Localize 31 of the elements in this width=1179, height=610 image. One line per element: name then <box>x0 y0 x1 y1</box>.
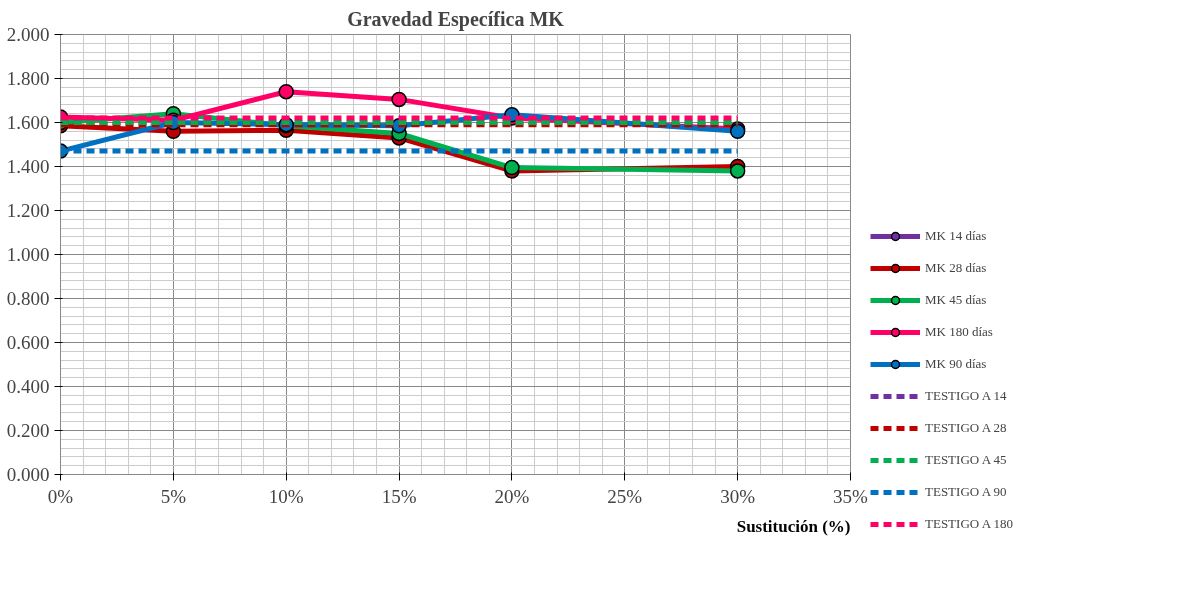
legend-label: MK 28 días <box>925 260 987 276</box>
x-axis-title: Sustitución (%) <box>736 516 851 536</box>
y-tick-label: 0.200 <box>6 420 50 441</box>
y-tick-label: 1.000 <box>6 244 50 265</box>
x-tick-label: 20% <box>494 485 530 507</box>
y-tick-label: 1.400 <box>6 156 50 177</box>
y-tick-label: 1.600 <box>6 112 50 133</box>
x-tick-label: 10% <box>268 485 304 507</box>
legend-label: MK 14 días <box>925 228 987 244</box>
legend-label: MK 90 días <box>925 356 987 372</box>
y-tick-label: 2.000 <box>6 24 50 45</box>
legend-label: MK 180 días <box>925 324 993 340</box>
legend-label: TESTIGO A 180 <box>925 516 1014 532</box>
x-tick-label: 25% <box>607 485 643 507</box>
y-tick-label: 0.000 <box>6 464 50 485</box>
y-tick-label: 0.400 <box>6 376 50 397</box>
legend-label: TESTIGO A 90 <box>925 484 1007 500</box>
y-tick-label: 1.800 <box>6 68 50 89</box>
x-tick-label: 5% <box>160 485 187 507</box>
y-tick-label: 0.800 <box>6 288 50 309</box>
x-tick-label: 0% <box>47 485 74 507</box>
y-tick-label: 1.200 <box>6 200 50 221</box>
legend-label: TESTIGO A 45 <box>925 452 1007 468</box>
legend-label: MK 45 días <box>925 292 987 308</box>
legend-label: TESTIGO A 28 <box>925 420 1007 436</box>
chart-title: Gravedad Específica MK <box>347 7 565 31</box>
x-tick-label: 30% <box>720 485 756 507</box>
x-tick-label: 15% <box>381 485 417 507</box>
y-tick-label: 0.600 <box>6 332 50 353</box>
legend-label: TESTIGO A 14 <box>925 388 1007 404</box>
x-tick-label: 35% <box>833 485 869 507</box>
